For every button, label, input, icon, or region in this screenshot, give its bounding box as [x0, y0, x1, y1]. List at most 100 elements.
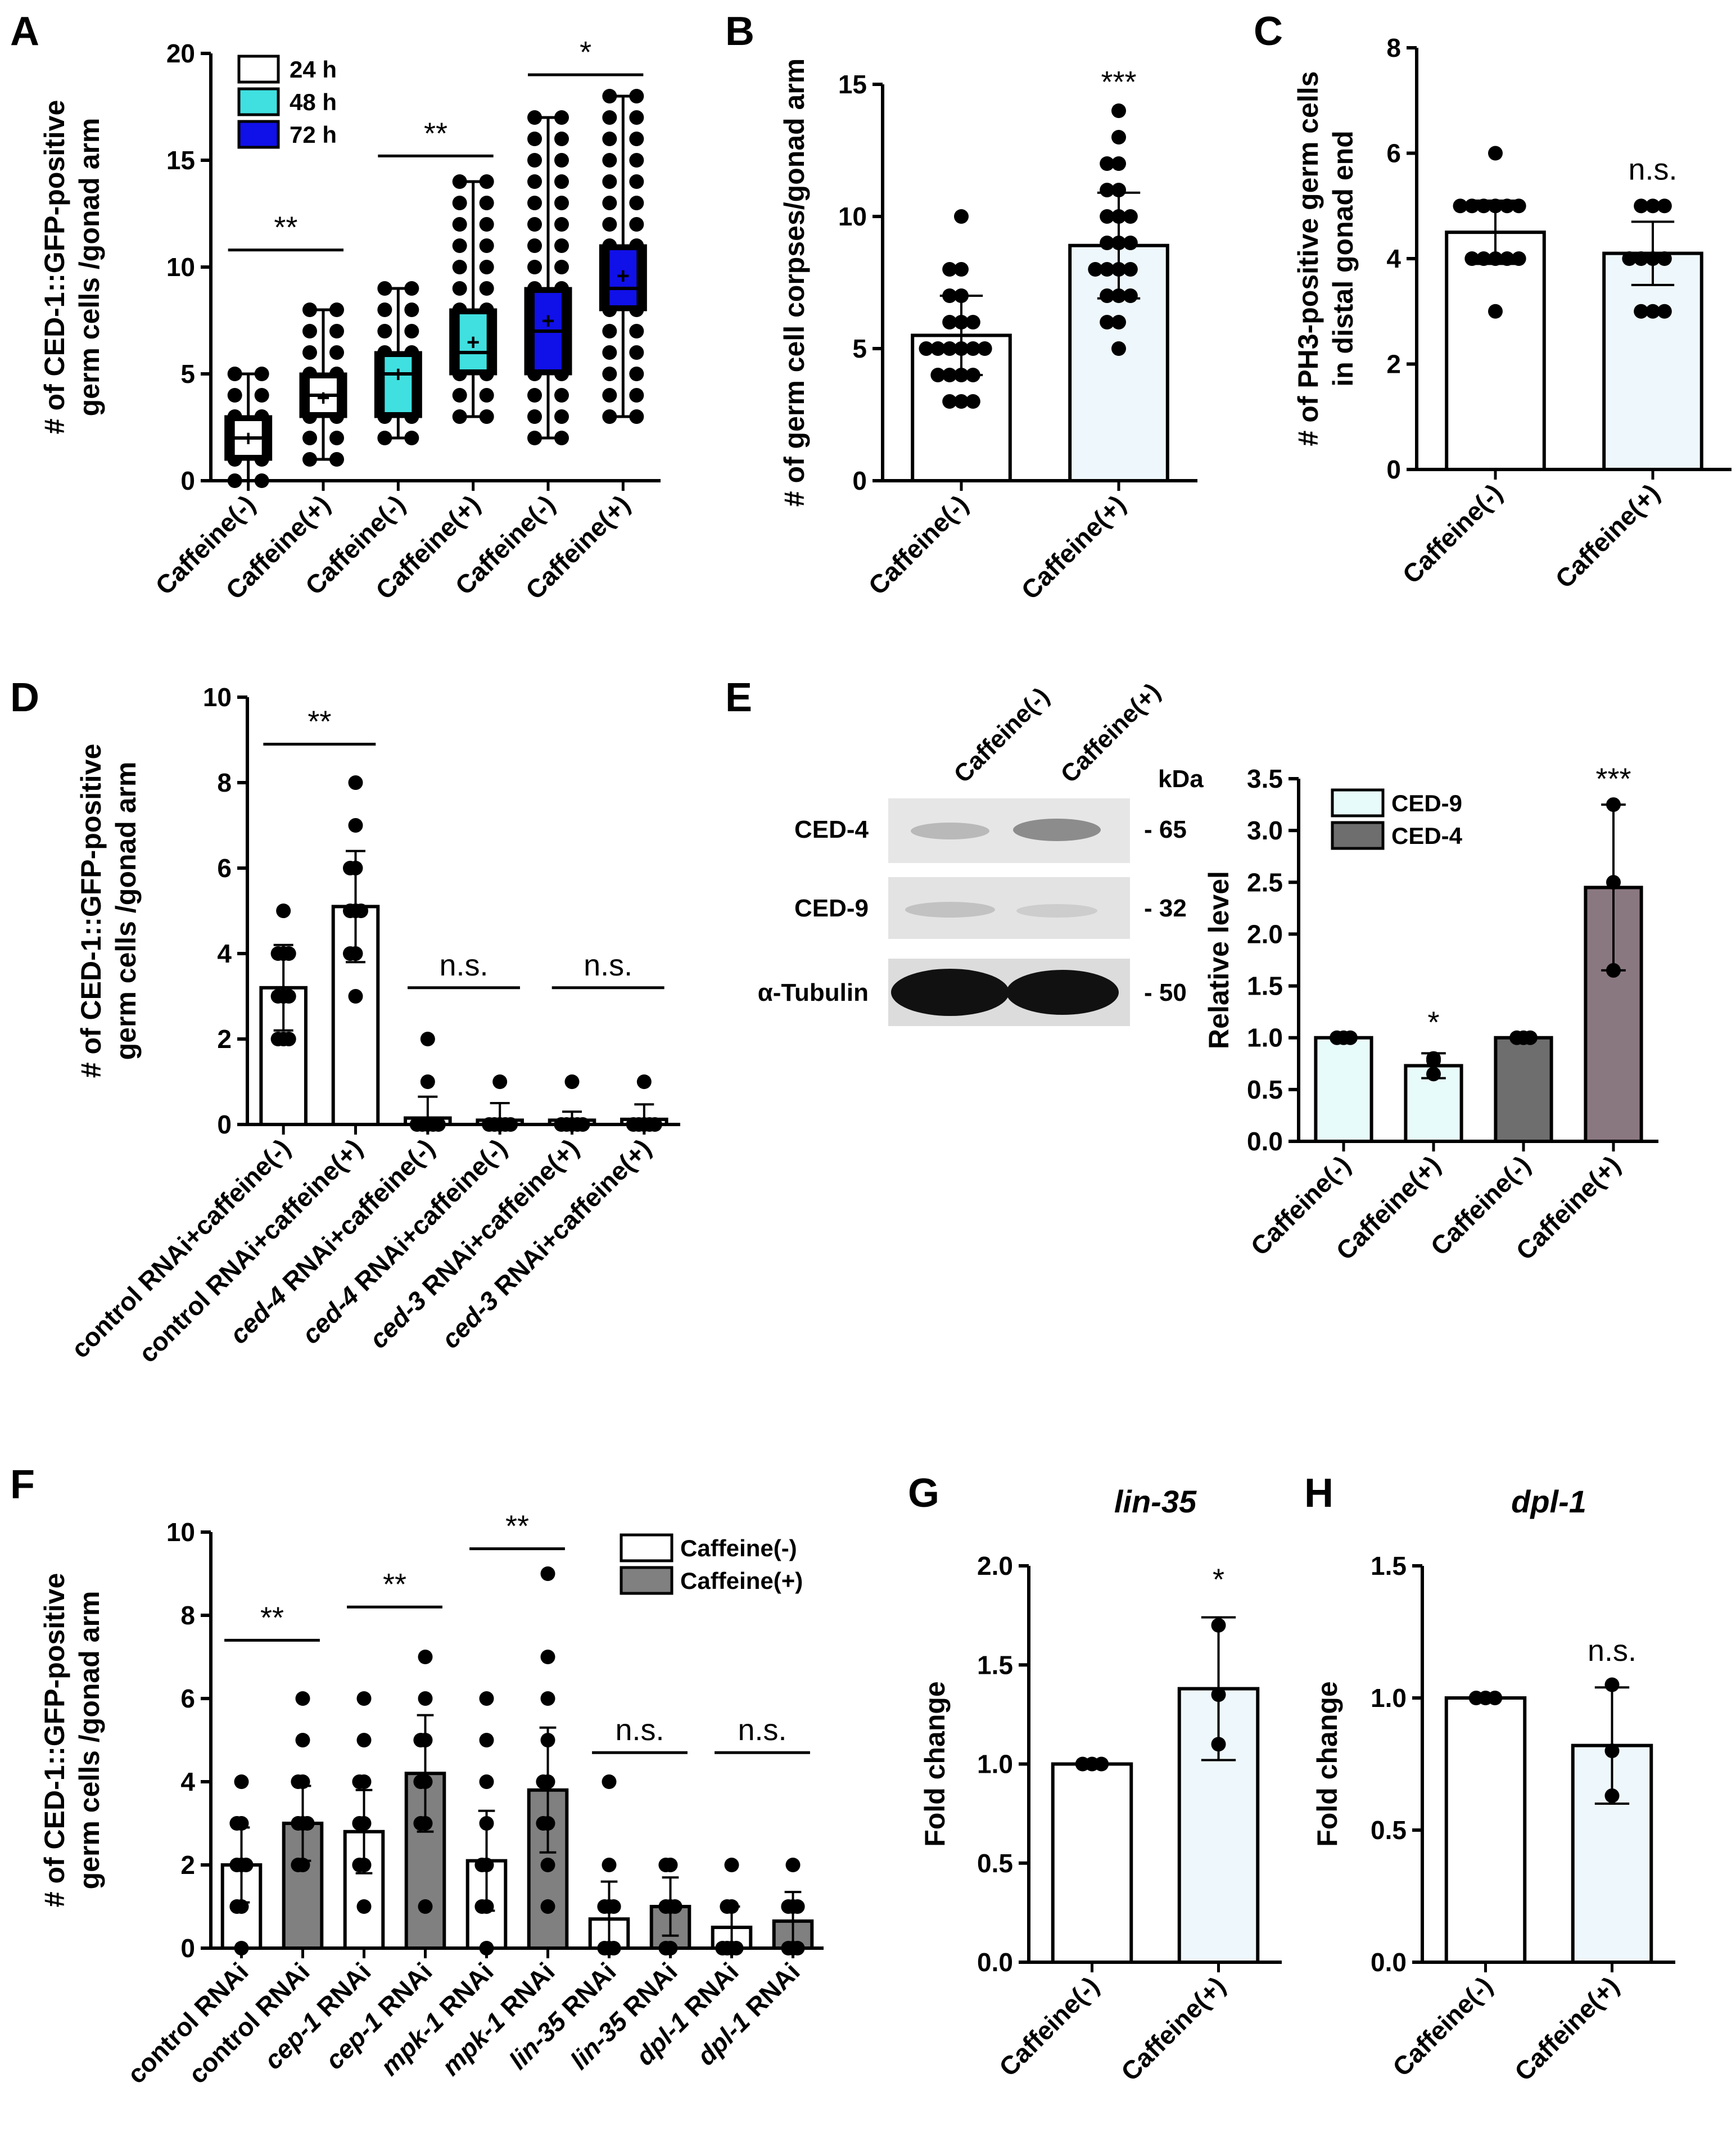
- data-point: [281, 946, 296, 961]
- data-point: [629, 345, 644, 360]
- data-point: [602, 324, 617, 338]
- y-axis-label: germ cells /gonad arm: [74, 118, 105, 417]
- data-point: [1123, 209, 1138, 224]
- data-point: [626, 1117, 641, 1132]
- data-point: [965, 341, 980, 356]
- data-point: [540, 1566, 555, 1581]
- data-point: [1488, 1691, 1503, 1705]
- data-point: [1100, 236, 1115, 250]
- data-point: [954, 262, 969, 277]
- data-point: [302, 345, 317, 360]
- data-point: [554, 153, 569, 168]
- data-point: [479, 1733, 494, 1747]
- data-point: [1634, 304, 1649, 319]
- bar: [1444, 1696, 1527, 1964]
- data-point: [1111, 341, 1126, 356]
- data-point: [629, 153, 644, 168]
- significance-label: *: [580, 35, 591, 69]
- data-point: [942, 262, 957, 277]
- data-point: [377, 302, 392, 317]
- blot-band-ced9-plus: [1016, 904, 1097, 918]
- data-point: [527, 238, 542, 253]
- y-tick-label: 0: [180, 466, 195, 495]
- data-point: [629, 409, 644, 424]
- data-point: [540, 1691, 555, 1706]
- data-point: [1488, 146, 1503, 161]
- panel-letter-a: A: [10, 9, 39, 54]
- data-point: [1123, 236, 1138, 250]
- data-point: [342, 861, 358, 875]
- significance-label: n.s.: [439, 948, 488, 982]
- data-point: [418, 1899, 433, 1914]
- data-point: [965, 315, 980, 329]
- significance-label: **: [505, 1510, 529, 1543]
- data-point: [1622, 251, 1637, 266]
- bar: [1602, 251, 1703, 471]
- legend-swatch: [237, 87, 280, 116]
- data-point: [254, 388, 269, 403]
- data-point: [227, 367, 242, 381]
- panel-letter-b: B: [725, 9, 754, 54]
- chart-a-boxplot: 0 5 10 15 20# of CED-1::GFP-positive germ cel…: [39, 35, 661, 605]
- legend-label: CED-4: [1391, 823, 1463, 849]
- y-tick-label: 2.0: [977, 1551, 1013, 1580]
- box-fill: [385, 357, 412, 412]
- data-point: [1488, 304, 1503, 319]
- data-point: [919, 341, 934, 356]
- y-tick-label: 0: [217, 1110, 232, 1139]
- data-point: [479, 1774, 494, 1789]
- data-point: [527, 153, 542, 168]
- data-point: [1476, 198, 1491, 214]
- y-axis-label: Fold change: [919, 1681, 951, 1846]
- data-point: [404, 302, 419, 317]
- box-mean-marker: +: [467, 330, 480, 355]
- y-tick-label: 2: [180, 1850, 195, 1880]
- panel-letter-f: F: [10, 1462, 35, 1507]
- data-point: [629, 174, 644, 189]
- x-tick-label: Caffeine(-): [862, 489, 974, 600]
- data-point: [270, 1032, 286, 1046]
- data-point: [302, 302, 317, 317]
- data-point: [431, 1117, 446, 1132]
- data-point: [377, 431, 392, 445]
- x-tick-label: Caffeine(-): [993, 1971, 1105, 2082]
- data-point: [1094, 1756, 1109, 1772]
- y-axis-label: germ cells /gonad arm: [110, 762, 142, 1060]
- data-point: [418, 1691, 433, 1706]
- data-point: [629, 388, 644, 403]
- y-tick-label: 6: [217, 853, 232, 883]
- significance-label: n.s.: [1588, 1634, 1636, 1668]
- box-mean-marker: +: [392, 362, 405, 387]
- y-tick-label: 8: [180, 1601, 195, 1630]
- y-tick-label: 3.5: [1247, 764, 1283, 793]
- data-point: [602, 1774, 617, 1789]
- data-point: [409, 1117, 424, 1132]
- data-point: [1509, 1030, 1525, 1045]
- data-point: [724, 1858, 739, 1872]
- data-point: [554, 388, 569, 403]
- y-tick-label: 10: [203, 683, 232, 712]
- y-tick-label: 0.0: [977, 1948, 1013, 1977]
- data-point: [254, 473, 269, 488]
- significance-label: **: [383, 1568, 406, 1601]
- chart-h-dpl1: 0.0 0.5 1.0 1.5 Fold change Caffeine(-) Caffei…: [1312, 1484, 1675, 2086]
- legend-swatch: [620, 1566, 673, 1595]
- data-point: [554, 217, 569, 232]
- data-point: [1645, 198, 1660, 214]
- data-point: [629, 367, 644, 381]
- y-tick-label: 1.5: [1371, 1551, 1407, 1580]
- x-tick-label: Caffeine(+): [1015, 489, 1131, 605]
- y-tick-label: 8: [217, 768, 232, 797]
- data-point: [479, 260, 494, 274]
- data-point: [420, 1074, 435, 1089]
- y-tick-label: 1.0: [1371, 1683, 1407, 1713]
- data-point: [554, 260, 569, 274]
- y-tick-label: 0: [1386, 455, 1401, 484]
- data-point: [977, 341, 992, 356]
- chart-b-corpses: 0 5 10 15 # of germ cell corpses/gonad arm Ca…: [779, 58, 1197, 605]
- data-point: [452, 388, 467, 403]
- chart-title: lin-35: [1114, 1484, 1197, 1519]
- data-point: [352, 1774, 367, 1789]
- y-tick-label: 4: [180, 1767, 195, 1796]
- y-axis-label: # of CED-1::GFP-positive: [75, 744, 107, 1078]
